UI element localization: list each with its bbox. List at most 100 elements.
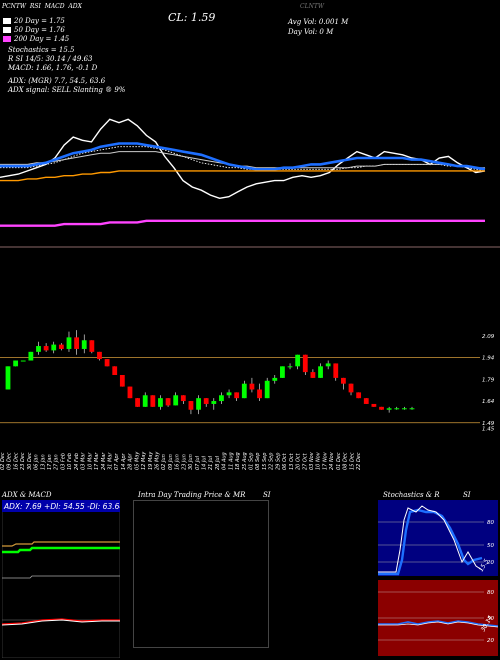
candle-body	[36, 346, 41, 352]
candle-body	[257, 389, 262, 399]
adx-values-text: ADX: 7.69 +DI: 54.55 -DI: 63.64	[3, 502, 120, 511]
date-label: 28 Jul	[215, 455, 221, 470]
candle-body	[165, 398, 171, 406]
stoch-tick-label: 50	[487, 543, 494, 549]
macd-line-white	[2, 619, 120, 626]
candle-body	[249, 383, 255, 390]
macd-info: MACD: 1.66, 1.76, -0.1 D	[8, 64, 98, 72]
adx-line: ADX: (MGR) 7.7, 54.5, 63.6	[8, 77, 106, 85]
indicator-info: Stochastics = 15.5 R SI 14/5: 30.14 / 49…	[8, 46, 97, 73]
date-label: 01 Sep	[249, 453, 255, 470]
date-label: 13 Jan	[40, 454, 46, 470]
date-label: 23 Jun	[181, 454, 187, 470]
date-label: 29 Sep	[275, 453, 281, 470]
stoch-si-label: SI	[463, 491, 471, 499]
legend: 20 Day = 1.75 50 Day = 1.76 200 Day = 1.…	[3, 17, 69, 44]
date-label: 08 Sep	[255, 453, 261, 470]
candle-body	[371, 403, 377, 407]
date-label: 12 May	[141, 451, 147, 470]
candle-body	[158, 398, 163, 407]
date-label: 17 Nov	[322, 451, 328, 470]
date-label: 10 Feb	[67, 453, 73, 470]
rsi-info: R SI 14/5: 30.14 / 49.63	[8, 55, 93, 63]
ema-blue-line	[0, 142, 486, 171]
adx-signal: ADX signal: SELL Slanting ® 9%	[8, 86, 126, 94]
stoch-line-white	[378, 505, 483, 573]
candle-body	[340, 377, 346, 384]
candle-body	[58, 344, 64, 349]
date-label: 31 Mar	[107, 452, 113, 470]
price-tick-label: 1.45	[482, 427, 495, 433]
candle-body	[188, 401, 194, 410]
date-label: 10 Nov	[316, 451, 322, 470]
date-label: 19 May	[148, 451, 154, 470]
date-label: 28 Apr	[128, 452, 134, 470]
candle-body	[119, 375, 125, 387]
day-volume-label: Day Vol: 0 M	[288, 28, 334, 36]
candle-body	[112, 366, 118, 375]
ma-200-line	[0, 219, 485, 227]
intraday-panel	[133, 500, 269, 648]
date-label: 17 Jan	[47, 454, 53, 470]
price-tick-label: 1.94	[482, 356, 495, 362]
date-label: 24 Mar	[101, 452, 107, 470]
date-label: 08 Dec	[343, 452, 349, 470]
candle-body	[226, 392, 232, 396]
legend-item-50day: 50 Day = 1.76	[3, 26, 69, 35]
candle-body	[348, 383, 354, 393]
adx-macd-panel: ADX: 7.69 +DI: 54.55 -DI: 63.64	[2, 500, 120, 658]
date-label: 02 Jun	[161, 454, 167, 470]
date-label: 06 Jan	[34, 454, 40, 470]
candle-body	[363, 398, 369, 404]
date-label: 13 Oct	[289, 452, 295, 470]
date-label: 05 May	[134, 451, 140, 470]
candle-body	[379, 406, 384, 410]
candle-body	[386, 408, 392, 410]
date-label: 23 Dec	[20, 452, 26, 470]
intraday-si-label: SI	[263, 491, 271, 499]
candle-body	[89, 340, 95, 352]
candle-body	[356, 392, 362, 399]
candle-body	[401, 408, 407, 410]
date-label: 30 Dec	[27, 452, 33, 470]
candle-body	[135, 398, 140, 407]
date-label: 21 Jul	[208, 455, 214, 470]
price-tick-label: 1.49	[482, 421, 495, 427]
date-label: 14 Apr	[121, 452, 127, 470]
adx-values-bar	[2, 500, 120, 512]
candle-body	[295, 354, 301, 367]
date-label: 15 Dec	[349, 452, 355, 470]
date-label: 03 Feb	[60, 453, 66, 470]
legend-swatch	[3, 27, 11, 33]
candle-body	[219, 395, 224, 402]
date-label: 25 Aug	[242, 452, 248, 470]
candle-body	[272, 377, 278, 381]
candle-body	[203, 398, 209, 404]
close-price-label: CL: 1.59	[168, 11, 216, 24]
date-label: 07 Jul	[195, 455, 201, 470]
candle-body	[409, 408, 415, 410]
candle-body	[302, 354, 308, 373]
candle-body	[5, 366, 11, 390]
date-label: 27 Jan	[54, 454, 60, 470]
date-label: 17 Mar	[94, 452, 100, 470]
candle-body	[287, 366, 293, 368]
date-label: 22 Dec	[356, 452, 362, 470]
stoch-tick-label: 20	[487, 560, 494, 566]
candle-body	[127, 386, 133, 399]
candle-body	[318, 366, 323, 378]
candle-body	[211, 401, 217, 404]
date-label: 16 Dec	[13, 452, 19, 470]
rsi-tick-label: 50	[487, 616, 494, 622]
date-label: 16 Jun	[175, 454, 181, 470]
date-label: 22 Sep	[269, 453, 275, 470]
candle-body	[43, 346, 49, 351]
candle-body	[142, 395, 148, 407]
candle-body	[325, 363, 331, 367]
adx-line-gray	[2, 575, 120, 579]
date-label: 15 Sep	[262, 453, 268, 470]
candle-body	[13, 360, 19, 367]
avg-volume-label: Avg Vol: 0.001 M	[288, 18, 349, 26]
